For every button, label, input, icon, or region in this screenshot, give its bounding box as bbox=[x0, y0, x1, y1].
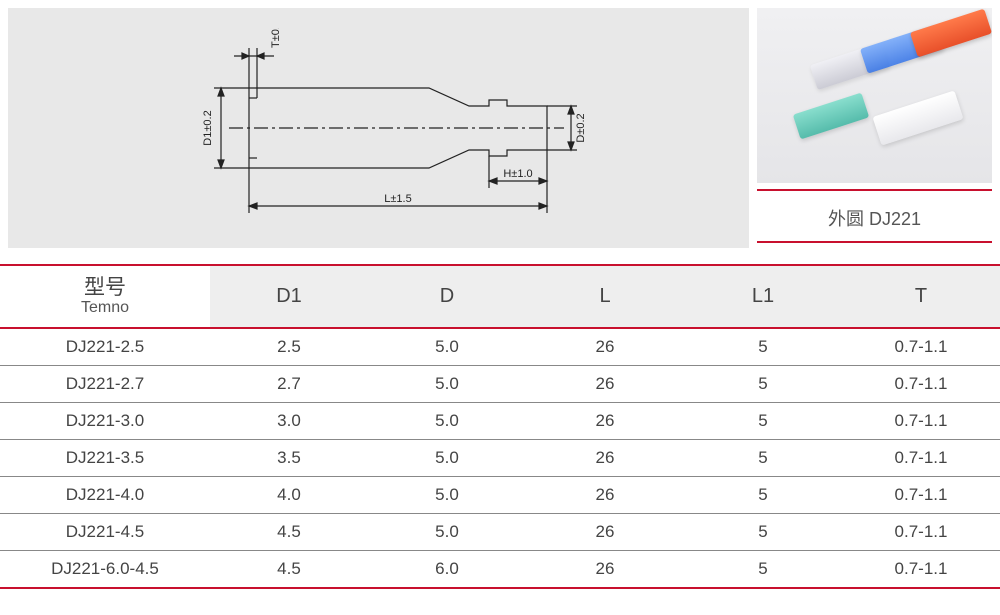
cell-d1: 2.7 bbox=[210, 365, 368, 402]
cell-d1: 3.5 bbox=[210, 439, 368, 476]
cell-d1: 4.5 bbox=[210, 513, 368, 550]
dim-l-label: L±1.5 bbox=[384, 193, 411, 205]
cell-l1: 5 bbox=[684, 402, 842, 439]
col-l1: L1 bbox=[684, 265, 842, 328]
cell-model: DJ221-3.0 bbox=[0, 402, 210, 439]
cell-d: 5.0 bbox=[368, 513, 526, 550]
cell-t: 0.7-1.1 bbox=[842, 328, 1000, 366]
table-row: DJ221-2.72.75.02650.7-1.1 bbox=[0, 365, 1000, 402]
table-row: DJ221-3.53.55.02650.7-1.1 bbox=[0, 439, 1000, 476]
cell-d: 5.0 bbox=[368, 365, 526, 402]
dim-t-label: T±0.2 bbox=[270, 28, 282, 48]
cell-t: 0.7-1.1 bbox=[842, 476, 1000, 513]
col-t: T bbox=[842, 265, 1000, 328]
cell-l1: 5 bbox=[684, 439, 842, 476]
cell-model: DJ221-2.7 bbox=[0, 365, 210, 402]
col-d: D bbox=[368, 265, 526, 328]
dim-d1-label: D1±0.2 bbox=[202, 110, 214, 145]
cell-d: 5.0 bbox=[368, 328, 526, 366]
cell-model: DJ221-3.5 bbox=[0, 439, 210, 476]
cell-d1: 4.5 bbox=[210, 550, 368, 588]
table-body: DJ221-2.52.55.02650.7-1.1DJ221-2.72.75.0… bbox=[0, 328, 1000, 588]
table-row: DJ221-4.04.05.02650.7-1.1 bbox=[0, 476, 1000, 513]
cell-l: 26 bbox=[526, 476, 684, 513]
cell-l: 26 bbox=[526, 513, 684, 550]
dimension-drawing: D1±0.2 T±0.2 D±0.2 H±1.0 L±1.5 bbox=[129, 28, 629, 228]
cell-l: 26 bbox=[526, 328, 684, 366]
product-label: 外圆 DJ221 bbox=[757, 191, 992, 241]
col-model: 型号 Temno bbox=[0, 265, 210, 328]
cell-l1: 5 bbox=[684, 328, 842, 366]
cell-t: 0.7-1.1 bbox=[842, 513, 1000, 550]
technical-diagram-panel: D1±0.2 T±0.2 D±0.2 H±1.0 L±1.5 bbox=[8, 8, 749, 248]
spec-table: 型号 Temno D1 D L L1 T DJ221-2.52.55.02650… bbox=[0, 264, 1000, 589]
col-l: L bbox=[526, 265, 684, 328]
product-info-column: 外圆 DJ221 bbox=[757, 8, 992, 248]
cell-d1: 4.0 bbox=[210, 476, 368, 513]
col-model-en: Temno bbox=[4, 299, 206, 317]
top-row: D1±0.2 T±0.2 D±0.2 H±1.0 L±1.5 外圆 DJ221 bbox=[0, 0, 1000, 256]
dim-h-label: H±1.0 bbox=[503, 168, 532, 180]
cell-l1: 5 bbox=[684, 365, 842, 402]
cell-t: 0.7-1.1 bbox=[842, 402, 1000, 439]
cell-d: 5.0 bbox=[368, 476, 526, 513]
dim-d-label: D±0.2 bbox=[575, 113, 587, 142]
cell-d: 5.0 bbox=[368, 439, 526, 476]
cell-d1: 2.5 bbox=[210, 328, 368, 366]
cell-model: DJ221-4.0 bbox=[0, 476, 210, 513]
cell-t: 0.7-1.1 bbox=[842, 439, 1000, 476]
table-row: DJ221-4.54.55.02650.7-1.1 bbox=[0, 513, 1000, 550]
cell-l1: 5 bbox=[684, 476, 842, 513]
cell-t: 0.7-1.1 bbox=[842, 550, 1000, 588]
col-model-cn: 型号 bbox=[4, 276, 206, 299]
cell-model: DJ221-6.0-4.5 bbox=[0, 550, 210, 588]
cell-t: 0.7-1.1 bbox=[842, 365, 1000, 402]
cell-d1: 3.0 bbox=[210, 402, 368, 439]
cell-l: 26 bbox=[526, 550, 684, 588]
cell-l: 26 bbox=[526, 365, 684, 402]
table-header-row: 型号 Temno D1 D L L1 T bbox=[0, 265, 1000, 328]
cell-l: 26 bbox=[526, 439, 684, 476]
accent-bar-icon bbox=[757, 241, 992, 243]
cell-l: 26 bbox=[526, 402, 684, 439]
col-d1: D1 bbox=[210, 265, 368, 328]
table-row: DJ221-3.03.05.02650.7-1.1 bbox=[0, 402, 1000, 439]
product-photo bbox=[757, 8, 992, 183]
table-row: DJ221-2.52.55.02650.7-1.1 bbox=[0, 328, 1000, 366]
table-row: DJ221-6.0-4.54.56.02650.7-1.1 bbox=[0, 550, 1000, 588]
cell-model: DJ221-2.5 bbox=[0, 328, 210, 366]
cell-d: 6.0 bbox=[368, 550, 526, 588]
cell-l1: 5 bbox=[684, 513, 842, 550]
cell-l1: 5 bbox=[684, 550, 842, 588]
cell-d: 5.0 bbox=[368, 402, 526, 439]
cell-model: DJ221-4.5 bbox=[0, 513, 210, 550]
